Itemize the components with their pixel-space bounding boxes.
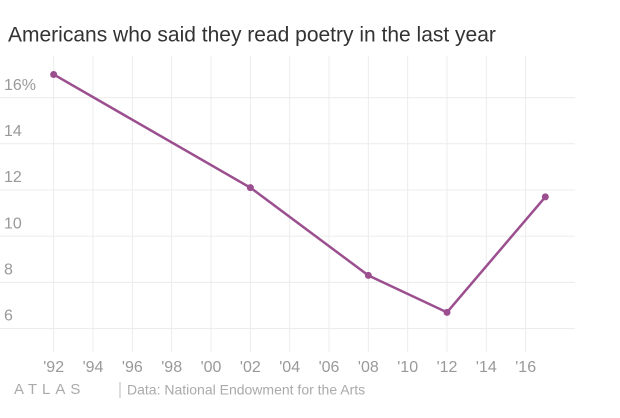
line (53, 73, 547, 314)
y-tick-label: 14 (4, 123, 22, 140)
source: Data: National Endowment for the Arts (127, 382, 365, 398)
x-tick-label: '98 (161, 359, 182, 376)
x-tick-label: '10 (397, 359, 418, 376)
x-tick-label: '92 (43, 359, 64, 376)
point (50, 70, 58, 78)
x-tick-label: '06 (319, 359, 340, 376)
point (246, 184, 254, 192)
x-tick-label: '16 (515, 359, 536, 376)
x-tick-label: '04 (279, 359, 300, 376)
y-tick-label: 12 (4, 169, 22, 186)
x-tick-label: '02 (240, 359, 261, 376)
y-tick-label: 10 (4, 215, 22, 232)
y-tick-label: 16% (4, 77, 36, 94)
point (443, 308, 451, 316)
x-tick-label: '08 (358, 359, 379, 376)
point (364, 271, 372, 279)
y-tick-label: 8 (4, 262, 13, 279)
x-tick-label: '94 (83, 359, 104, 376)
x-tick-label: '12 (437, 359, 458, 376)
x-tick-label: '14 (476, 359, 497, 376)
logo: ATLAS (14, 381, 85, 398)
point (541, 193, 549, 201)
y-tick-label: 6 (4, 308, 13, 325)
x-tick-label: '00 (201, 359, 222, 376)
x-tick-label: '96 (122, 359, 143, 376)
chart-title: Americans who said they read poetry in t… (8, 24, 496, 47)
